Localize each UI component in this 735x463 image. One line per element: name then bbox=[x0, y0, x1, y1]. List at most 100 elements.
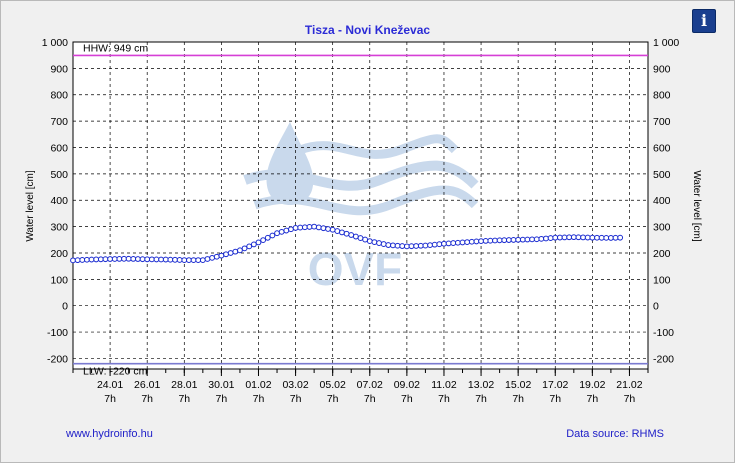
data-point bbox=[306, 224, 313, 230]
y-axis-label-left: Water level [cm] bbox=[25, 170, 36, 242]
x-tick-label-date: 05.02 bbox=[320, 379, 346, 391]
data-point bbox=[153, 256, 160, 263]
data-point bbox=[264, 234, 271, 241]
data-point bbox=[84, 256, 90, 263]
y-tick-label-left: 900 bbox=[50, 63, 68, 75]
x-tick-label-hour: 7h bbox=[475, 393, 487, 405]
x-tick-label-date: 01.02 bbox=[245, 379, 271, 391]
data-point bbox=[227, 250, 234, 256]
data-point bbox=[130, 256, 137, 262]
logo-wave-icon bbox=[243, 160, 479, 191]
y-ticks: 1 000 1 000 900 900 800 800 700 700 600 600 500 500… bbox=[42, 37, 680, 365]
y-tick-label-left: 0 bbox=[62, 301, 68, 313]
x-tick-label-hour: 7h bbox=[401, 393, 413, 405]
data-point bbox=[199, 257, 206, 263]
x-tick-label-hour: 7h bbox=[178, 393, 190, 405]
data-point bbox=[352, 233, 359, 240]
data-point bbox=[584, 234, 591, 241]
y-tick-label-right: 500 bbox=[653, 169, 671, 181]
data-point bbox=[445, 240, 452, 247]
data-point bbox=[515, 236, 522, 243]
data-point bbox=[366, 238, 373, 245]
y-tick-label-left: 300 bbox=[50, 222, 68, 234]
y-tick-label-left: 500 bbox=[50, 169, 68, 181]
data-point bbox=[371, 239, 378, 245]
data-point bbox=[135, 256, 141, 262]
x-tick-label-hour: 7h bbox=[512, 393, 524, 405]
x-tick-label-date: 21.02 bbox=[616, 379, 642, 391]
logo-drop-icon bbox=[266, 122, 314, 205]
x-tick-label-hour: 7h bbox=[587, 393, 599, 405]
reference-line-label: HHW: 949 cm bbox=[83, 42, 148, 54]
logo-wave-icon bbox=[253, 185, 479, 216]
x-tick-label-date: 30.01 bbox=[208, 379, 234, 391]
data-point bbox=[325, 226, 331, 232]
x-tick-label-date: 11.02 bbox=[431, 379, 457, 391]
x-tick-label-hour: 7h bbox=[141, 393, 153, 405]
x-tick-label-hour: 7h bbox=[290, 393, 302, 405]
data-point bbox=[107, 256, 113, 262]
x-tick-label-date: 07.02 bbox=[357, 379, 383, 391]
data-point bbox=[97, 256, 104, 263]
data-point bbox=[524, 236, 531, 243]
data-point bbox=[176, 257, 183, 263]
x-tick-label-hour: 7h bbox=[327, 393, 339, 405]
data-point bbox=[274, 230, 280, 237]
x-tick-label-hour: 7h bbox=[216, 393, 228, 405]
x-tick-label-date: 24.01 bbox=[97, 379, 123, 391]
chart-title: Tisza - Novi Kneževac bbox=[304, 23, 431, 37]
data-point bbox=[125, 255, 132, 262]
data-point bbox=[403, 243, 410, 250]
data-point bbox=[223, 251, 229, 258]
data-point bbox=[408, 243, 415, 250]
data-point bbox=[427, 242, 433, 249]
data-point bbox=[148, 256, 155, 263]
logo-wave-icon bbox=[298, 134, 459, 159]
data-point bbox=[190, 257, 197, 263]
data-point bbox=[492, 237, 498, 244]
data-point bbox=[580, 234, 586, 241]
data-point bbox=[357, 235, 364, 241]
x-tick-label-date: 17.02 bbox=[542, 379, 568, 391]
info-icon[interactable]: i bbox=[692, 9, 716, 33]
data-point bbox=[283, 227, 290, 234]
reference-lines: HHW: 949 cm LLW: -220 cm bbox=[73, 42, 648, 378]
y-tick-label-right: 1 000 bbox=[653, 37, 679, 49]
data-point bbox=[413, 243, 420, 249]
data-point bbox=[116, 256, 123, 262]
data-point bbox=[334, 228, 341, 234]
data-point bbox=[301, 224, 308, 231]
data-point bbox=[204, 256, 211, 262]
data-point bbox=[436, 241, 443, 248]
y-tick-label-right: 900 bbox=[653, 63, 671, 75]
data-point bbox=[529, 236, 535, 243]
data-point bbox=[603, 234, 610, 241]
x-tick-label-hour: 7h bbox=[364, 393, 376, 405]
data-point bbox=[232, 248, 239, 255]
y-axis-label-right: Water level [cm] bbox=[691, 170, 702, 242]
y-tick-label-right: 600 bbox=[653, 142, 671, 154]
y-tick-label-left: 400 bbox=[50, 195, 68, 207]
data-point bbox=[209, 254, 216, 261]
data-point bbox=[417, 242, 424, 249]
data-point bbox=[102, 256, 109, 263]
data-point bbox=[260, 237, 267, 244]
data-point bbox=[608, 235, 614, 241]
data-point bbox=[186, 257, 192, 263]
data-point bbox=[538, 235, 545, 242]
data-point bbox=[218, 252, 225, 259]
website-link[interactable]: www.hydroinfo.hu bbox=[66, 428, 153, 440]
data-point bbox=[320, 225, 327, 232]
y-tick-label-left: -100 bbox=[47, 327, 68, 339]
y-tick-label-right: 400 bbox=[653, 195, 671, 207]
data-point bbox=[561, 234, 568, 241]
x-tick-label-date: 03.02 bbox=[282, 379, 308, 391]
data-point bbox=[121, 255, 127, 262]
data-point bbox=[158, 256, 165, 263]
data-point bbox=[478, 238, 484, 245]
data-point bbox=[172, 256, 178, 263]
x-ticks: 24.01 7h 26.01 7h 28.01 7h 30.01 7h 01.02 7h 03.02… bbox=[72, 369, 649, 405]
y-tick-label-right: 200 bbox=[653, 248, 671, 260]
data-point bbox=[482, 238, 489, 244]
